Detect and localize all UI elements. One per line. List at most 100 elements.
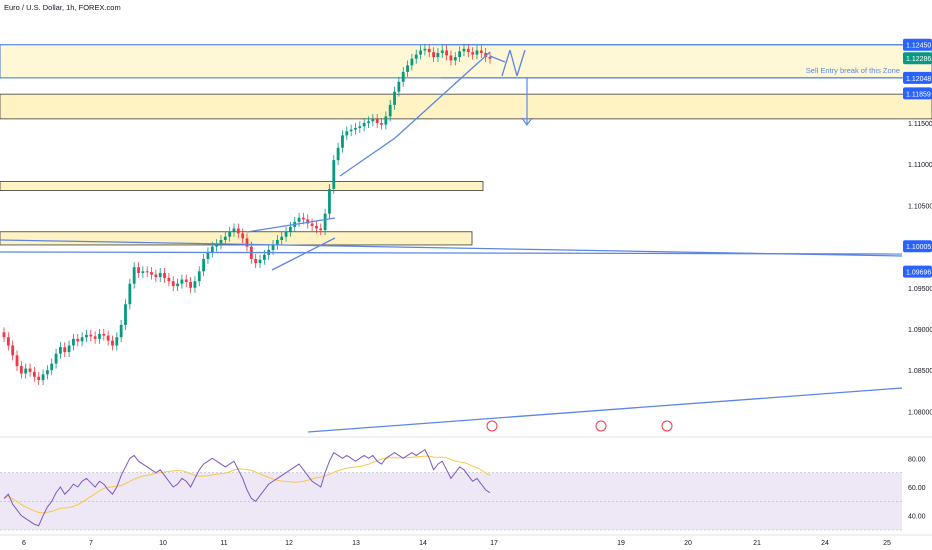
candle-body: [280, 236, 284, 241]
event-icon: [661, 420, 673, 432]
x-tick-label: 12: [285, 540, 293, 547]
candle-body: [132, 267, 136, 284]
candle-body: [297, 217, 301, 222]
candle-body: [449, 55, 453, 61]
candle-body: [119, 324, 123, 338]
candle-body: [310, 223, 314, 226]
candle-body: [466, 48, 470, 53]
trend-line: [0, 251, 903, 255]
candle-body: [371, 118, 375, 122]
rsi-tick-label: 60.00: [908, 485, 926, 492]
candle-body: [98, 333, 101, 339]
sell-annotation: Sell Entry break of this Zone: [806, 66, 900, 75]
zone-rect: [0, 231, 473, 246]
y-tick-label: 1.09000: [908, 327, 932, 334]
candle-body: [388, 104, 392, 117]
candle-body: [6, 337, 10, 346]
rsi-ma-line: [3, 455, 491, 514]
candle-body: [85, 334, 88, 338]
price-tag: [903, 265, 932, 278]
candle-body: [232, 228, 236, 232]
candle-body: [245, 238, 249, 247]
candle-body: [154, 274, 158, 278]
price-tag-label: 1.11859: [906, 91, 931, 98]
x-tick-label: 10: [159, 540, 167, 547]
candle-body: [471, 52, 475, 55]
candle-body: [215, 244, 219, 247]
candle-body: [89, 334, 93, 337]
candle-body: [262, 254, 266, 260]
price-tag-label: 1.12048: [906, 76, 931, 83]
x-tick-label: 20: [684, 540, 692, 547]
candle-body: [375, 118, 379, 123]
trend-line: [246, 217, 336, 233]
candle-body: [275, 240, 279, 245]
candle-body: [202, 258, 206, 272]
trend-line: [489, 55, 506, 63]
x-tick-label: 17: [490, 540, 498, 547]
candle-body: [128, 283, 132, 305]
trend-line: [394, 51, 491, 139]
candle-body: [458, 51, 462, 58]
candle-body: [32, 371, 36, 377]
candle-body: [45, 370, 49, 375]
trend-line: [501, 49, 511, 77]
candle-body: [76, 338, 80, 342]
candle-body: [11, 345, 15, 356]
candle-body: [484, 52, 488, 58]
event-icon: [595, 420, 607, 432]
candle-body: [319, 228, 323, 231]
rsi-tick-label: 40.00: [908, 514, 926, 521]
candle-body: [302, 217, 305, 220]
trend-line: [271, 237, 336, 271]
candle-body: [271, 244, 275, 250]
rsi-tick-label: 80.00: [908, 456, 926, 463]
candle-body: [384, 116, 388, 125]
candle-body: [167, 277, 171, 282]
price-tag-label: 1.12286: [906, 56, 931, 63]
rsi-line: [3, 449, 491, 527]
candle-body: [150, 272, 153, 275]
x-tick-label: 24: [821, 540, 829, 547]
y-tick-label: 1.08000: [908, 409, 932, 416]
candle-body: [288, 226, 292, 232]
price-tag: [903, 71, 932, 84]
chart-title: Euro / U.S. Dollar, 1h, FOREX.com: [4, 3, 121, 12]
x-tick-label: 21: [753, 540, 761, 547]
candle-body: [445, 50, 449, 56]
candle-body: [406, 65, 409, 72]
candle-body: [50, 363, 54, 371]
candle-body: [219, 240, 223, 245]
price-tag-label: 1.12450: [906, 43, 931, 50]
price-tag: [903, 52, 932, 65]
candle-body: [401, 71, 405, 82]
event-icon: [486, 420, 498, 432]
candle-body: [419, 50, 422, 55]
rsi-band: [0, 472, 902, 530]
candle-body: [210, 246, 214, 253]
x-tick-label: 25: [883, 540, 891, 547]
y-tick-label: 1.09500: [908, 286, 932, 293]
x-tick-label: 6: [22, 540, 26, 547]
candle-body: [479, 50, 483, 53]
y-tick-label: 1.11500: [908, 121, 932, 128]
candle-body: [171, 281, 175, 287]
candle-body: [236, 228, 240, 234]
candle-body: [432, 52, 435, 58]
candle-body: [2, 332, 6, 338]
candle-body: [124, 304, 127, 325]
candle-body: [228, 231, 232, 237]
candle-body: [410, 58, 414, 66]
y-tick-label: 1.11000: [908, 162, 932, 169]
candle-body: [15, 355, 19, 367]
candle-body: [37, 376, 41, 381]
candle-body: [67, 345, 71, 353]
candle-body: [462, 48, 466, 52]
candle-body: [102, 333, 106, 336]
candle-body: [332, 160, 336, 189]
price-tag: [903, 38, 932, 51]
candle-body: [145, 271, 149, 273]
candle-body: [349, 129, 353, 132]
candle-body: [358, 126, 362, 128]
